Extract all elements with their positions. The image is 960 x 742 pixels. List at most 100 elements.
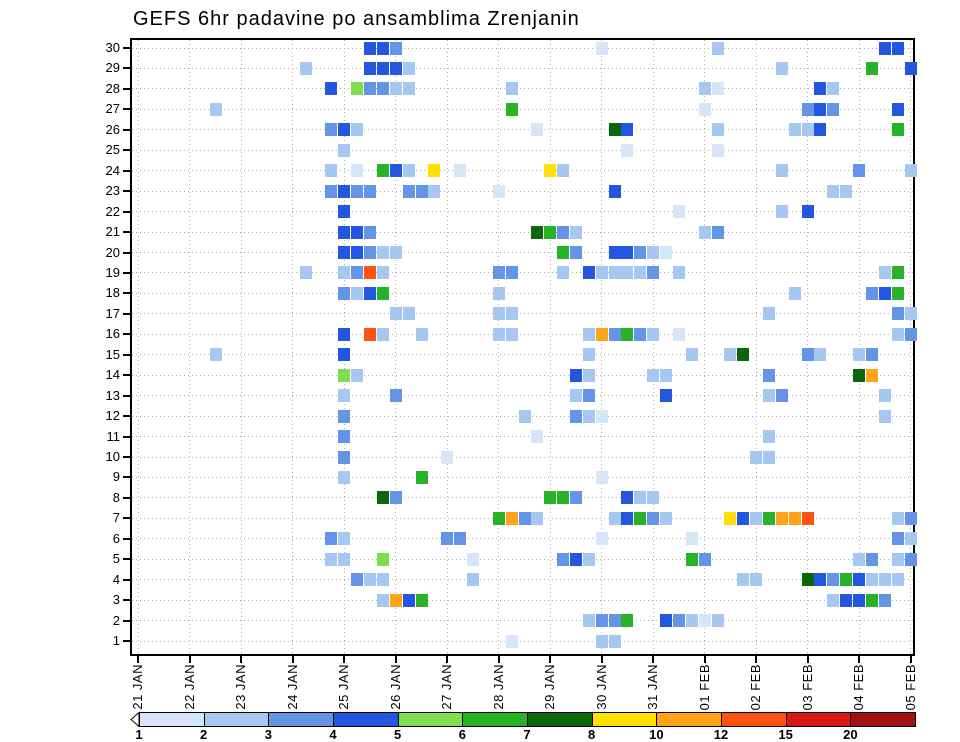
- precip-cell: [505, 82, 518, 96]
- precip-cell: [557, 164, 570, 178]
- precip-cell: [595, 266, 608, 280]
- precip-cell: [660, 368, 673, 382]
- precip-cell: [711, 123, 724, 137]
- x-axis-tick: [652, 656, 655, 663]
- grid-line-horizontal: [132, 640, 913, 642]
- y-tick-label: 24: [105, 162, 120, 178]
- precip-cell: [621, 491, 634, 505]
- precip-cell: [454, 532, 467, 546]
- x-tick-label: 25 JAN: [336, 664, 352, 710]
- precip-cell: [775, 389, 788, 403]
- precip-cell: [376, 327, 389, 341]
- precip-cell: [389, 61, 402, 75]
- precip-cell: [608, 246, 621, 259]
- grid-line-vertical: [549, 40, 551, 654]
- precip-cell: [338, 409, 351, 423]
- colorbar-segment: [462, 712, 528, 727]
- y-axis-tick: [123, 231, 130, 234]
- y-axis-tick: [123, 353, 130, 356]
- colorbar-label: 12: [713, 727, 729, 742]
- precip-cell: [595, 470, 608, 484]
- precip-cell: [827, 82, 840, 96]
- grid-line-vertical: [704, 40, 706, 654]
- grid-line-horizontal: [132, 374, 913, 376]
- precip-cell: [402, 82, 415, 96]
- precip-cell: [338, 470, 351, 484]
- precip-cell: [376, 41, 389, 55]
- y-axis-tick: [123, 537, 130, 540]
- x-tick-label: 30 JAN: [593, 664, 609, 710]
- precip-cell: [904, 164, 917, 178]
- precip-cell: [544, 491, 557, 505]
- precip-cell: [569, 246, 582, 259]
- precip-cell: [402, 184, 415, 198]
- precip-cell: [569, 409, 582, 423]
- x-axis-tick: [394, 656, 397, 663]
- colorbar-segment: [721, 712, 787, 727]
- x-tick-label: 02 FEB: [748, 664, 764, 711]
- precip-cell: [531, 123, 544, 137]
- precip-cell: [865, 348, 878, 362]
- precip-cell: [878, 409, 891, 423]
- precip-cell: [904, 327, 917, 341]
- precip-cell: [608, 184, 621, 198]
- y-axis-tick: [123, 271, 130, 274]
- precip-cell: [389, 307, 402, 321]
- grid-line-vertical: [137, 40, 139, 654]
- precip-cell: [376, 266, 389, 280]
- precip-cell: [582, 389, 595, 403]
- precip-cell: [608, 634, 621, 648]
- precip-cell: [376, 286, 389, 300]
- grid-line-horizontal: [132, 436, 913, 438]
- precip-cell: [557, 491, 570, 505]
- precip-cell: [647, 491, 660, 505]
- y-tick-label: 3: [112, 592, 120, 608]
- precip-cell: [492, 327, 505, 341]
- x-axis-tick: [549, 656, 552, 663]
- precip-cell: [711, 41, 724, 55]
- precip-cell: [647, 266, 660, 280]
- y-axis-tick: [123, 394, 130, 397]
- precip-cell: [582, 266, 595, 280]
- grid-line-vertical: [343, 40, 345, 654]
- x-tick-label: 05 FEB: [902, 664, 918, 711]
- y-axis-tick: [123, 476, 130, 479]
- precip-cell: [672, 327, 685, 341]
- grid-line-horizontal: [132, 538, 913, 540]
- precip-cell: [376, 593, 389, 607]
- precip-cell: [338, 368, 351, 382]
- precip-cell: [891, 41, 904, 55]
- precip-cell: [685, 614, 698, 628]
- precip-cell: [621, 327, 634, 341]
- precip-cell: [698, 82, 711, 96]
- precip-cell: [891, 307, 904, 321]
- precip-cell: [582, 409, 595, 423]
- colorbar-segment: [527, 712, 593, 727]
- colorbar-label: 2: [200, 727, 208, 742]
- precip-cell: [299, 61, 312, 75]
- precip-cell: [338, 552, 351, 566]
- precip-cell: [891, 511, 904, 525]
- grid-line-horizontal: [132, 313, 913, 315]
- y-tick-label: 13: [105, 387, 120, 403]
- grid-line-vertical: [601, 40, 603, 654]
- precip-cell: [763, 430, 775, 444]
- precip-cell: [582, 552, 595, 566]
- precip-cell: [750, 511, 763, 525]
- precip-cell: [518, 511, 531, 525]
- precip-cell: [209, 102, 222, 116]
- precip-cell: [505, 266, 518, 280]
- precip-cell: [737, 573, 750, 587]
- precip-cell: [621, 143, 634, 157]
- precip-cell: [338, 225, 351, 239]
- x-axis-tick: [240, 656, 243, 663]
- precip-cell: [595, 41, 608, 55]
- precip-cell: [788, 286, 801, 300]
- precip-cell: [364, 61, 377, 75]
- y-axis-tick: [123, 251, 130, 254]
- precip-cell: [569, 491, 582, 505]
- grid-line-vertical: [652, 40, 654, 654]
- y-tick-label: 11: [106, 428, 121, 444]
- precip-cell: [660, 246, 673, 259]
- precip-cell: [801, 573, 814, 587]
